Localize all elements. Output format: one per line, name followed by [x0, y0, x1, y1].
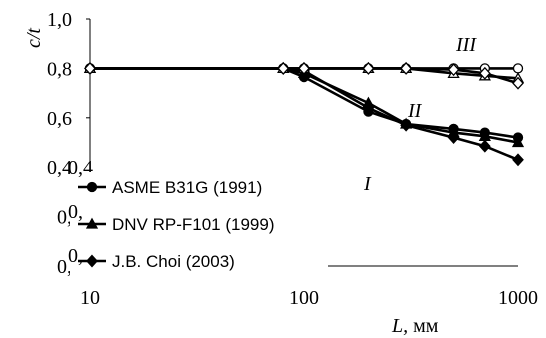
data-point	[447, 131, 460, 145]
legend: 0,40,0,ASME B31G (1991)DNV RP-F101 (1999…	[68, 157, 328, 278]
legend-item: J.B. Choi (2003)	[78, 252, 235, 271]
annotation-III: III	[455, 34, 477, 56]
legend-mask	[86, 172, 328, 278]
data-point	[84, 61, 96, 75]
y-tick-label: 0,	[57, 256, 72, 278]
annotation-II: II	[407, 100, 423, 122]
y-tick-label-partial: 0,	[68, 245, 83, 267]
x-axis-label-var: L,	[391, 315, 408, 337]
series-III-diamond-open	[84, 61, 524, 90]
y-tick-label-partial: 0,	[68, 201, 83, 223]
legend-label: ASME B31G (1991)	[112, 178, 262, 197]
y-tick-label: 0,8	[47, 58, 72, 80]
x-axis-label: L, мм	[391, 315, 439, 337]
legend-item: ASME B31G (1991)	[78, 178, 262, 197]
x-tick-label: 10	[80, 287, 100, 309]
legend-item: DNV RP-F101 (1999)	[78, 215, 275, 234]
data-point	[512, 63, 524, 74]
data-point	[478, 139, 491, 153]
y-tick-label: 1,0	[47, 9, 72, 31]
data-point	[512, 76, 524, 90]
legend-label: J.B. Choi (2003)	[112, 252, 235, 271]
axes: 1,00,80,60,40,0,10 100 1000	[47, 9, 538, 309]
x-tick-label: 1000	[498, 287, 538, 309]
y-tick-label: 0,	[57, 207, 72, 229]
data-point	[512, 153, 524, 167]
legend-marker	[86, 254, 98, 268]
data-point	[277, 61, 290, 75]
annotation-I: I	[363, 173, 372, 195]
data-point	[362, 61, 375, 75]
data-point	[400, 118, 412, 132]
data-point	[400, 61, 412, 75]
y-tick-label: 0,4	[47, 157, 72, 179]
data-point	[478, 66, 491, 80]
data-point	[298, 61, 310, 75]
data-point	[511, 136, 525, 148]
data-point	[447, 63, 460, 77]
y-axis-label: c/t	[23, 28, 45, 48]
x-tick-label: 100	[289, 287, 319, 309]
legend-label: DNV RP-F101 (1999)	[112, 215, 275, 234]
x-axis-label-unit: мм	[408, 315, 439, 337]
data-point	[362, 101, 375, 115]
legend-marker	[86, 181, 98, 193]
legend-marker	[85, 217, 99, 229]
series-layer	[83, 61, 525, 167]
y-tick-label: 0,6	[47, 108, 72, 130]
